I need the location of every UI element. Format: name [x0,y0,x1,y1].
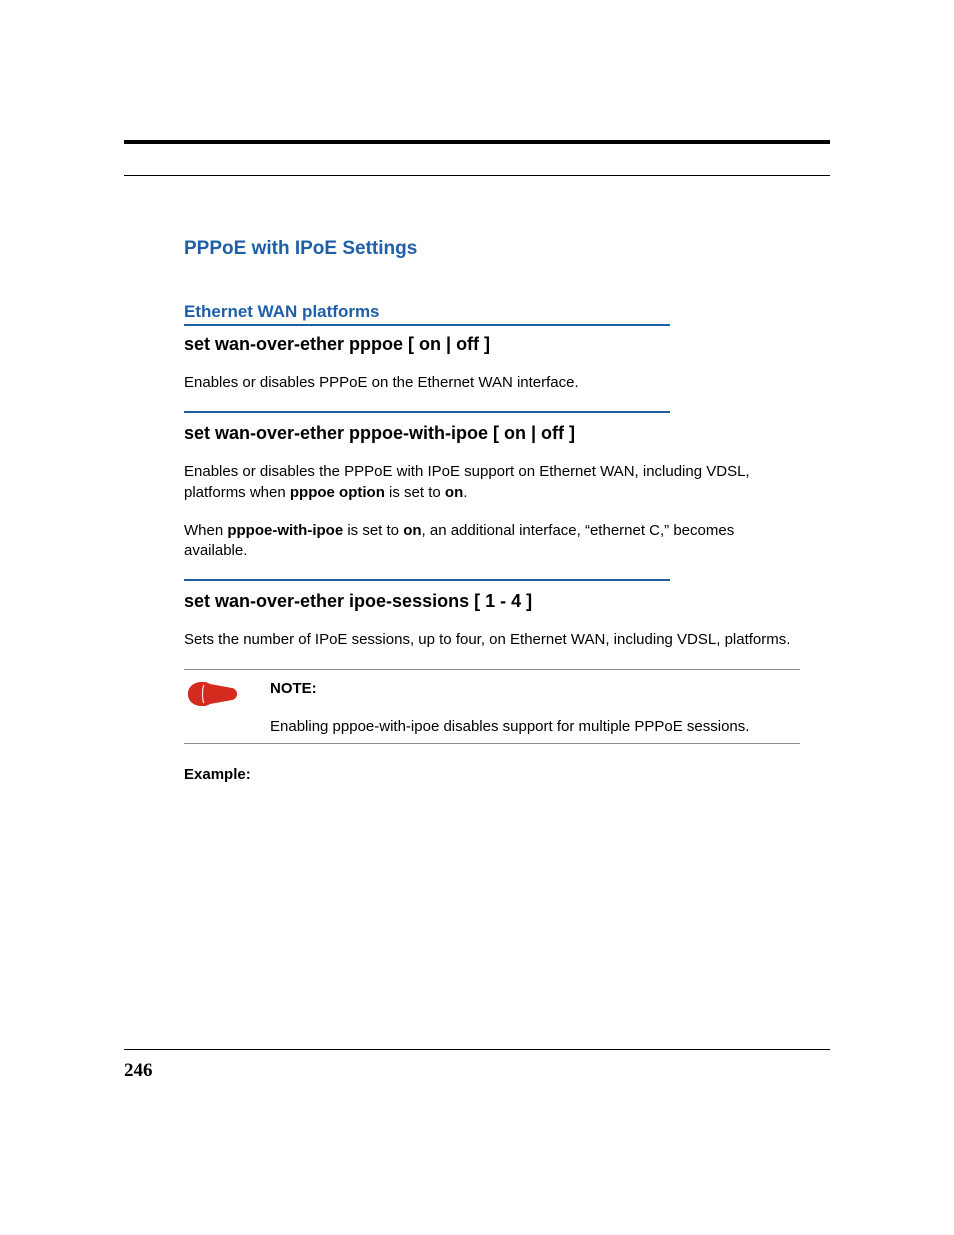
command-description: Enables or disables the PPPoE with IPoE … [184,462,800,503]
note-box: NOTE: Enabling pppoe-with-ipoe disables … [184,669,800,744]
separator-rule [184,579,670,581]
command-syntax: set wan-over-ether pppoe [ on | off ] [184,334,800,355]
bold-term: pppoe option [290,484,385,501]
note-body: Enabling pppoe-with-ipoe disables suppor… [270,717,800,737]
command-description: When pppoe-with-ipoe is set to on, an ad… [184,521,800,562]
content-area: PPPoE with IPoE Settings Ethernet WAN pl… [184,238,800,783]
bottom-rule [124,1049,830,1050]
bold-term: pppoe-with-ipoe [227,522,343,539]
command-syntax: set wan-over-ether ipoe-sessions [ 1 - 4… [184,591,800,612]
top-rule-thin [124,175,830,176]
text: Enables or disables PPPoE on the Etherne… [184,374,579,391]
text: is set to [385,484,445,501]
note-title: NOTE: [270,680,800,697]
bold-term: on [403,522,421,539]
section-heading: PPPoE with IPoE Settings [184,238,800,260]
bold-term: on [445,484,463,501]
command-description: Sets the number of IPoE sessions, up to … [184,630,800,650]
separator-rule [184,411,670,413]
subsection-heading: Ethernet WAN platforms [184,302,800,322]
command-syntax: set wan-over-ether pppoe-with-ipoe [ on … [184,423,800,444]
text: When [184,522,227,539]
heading-rule [184,324,670,326]
text: is set to [343,522,403,539]
top-rule-thick [124,140,830,144]
pointing-hand-icon [182,674,242,714]
command-description: Enables or disables PPPoE on the Etherne… [184,373,800,393]
note-content: NOTE: Enabling pppoe-with-ipoe disables … [270,680,800,737]
text: . [463,484,467,501]
example-label: Example: [184,766,800,783]
text: Sets the number of IPoE sessions, up to … [184,631,790,648]
page-number: 246 [124,1060,153,1082]
